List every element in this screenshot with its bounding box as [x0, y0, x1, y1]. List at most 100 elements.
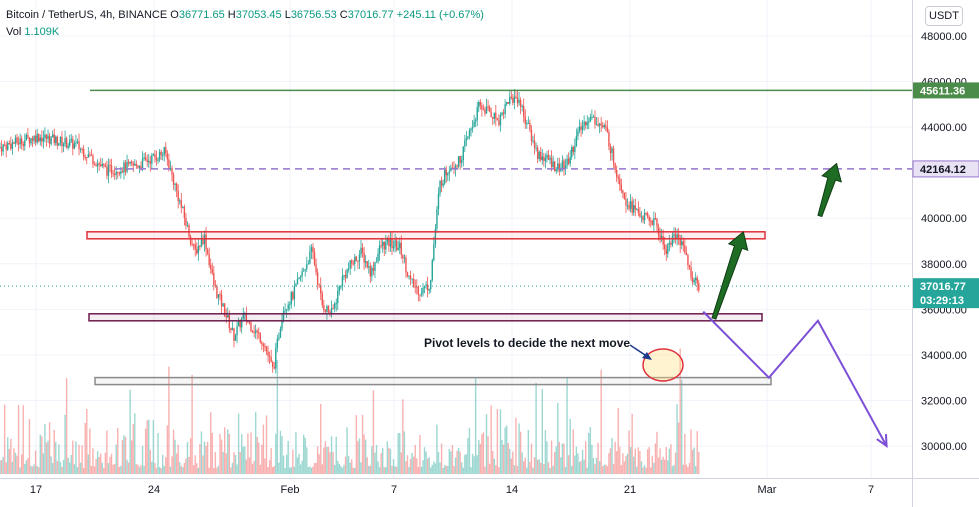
volume-bar: [383, 467, 385, 474]
candle-body: [202, 239, 204, 245]
time-tick-label: Feb: [281, 484, 300, 496]
candle-body: [456, 165, 458, 167]
volume-bar: [0, 459, 3, 474]
volume-bar: [619, 446, 621, 474]
volume-bar: [533, 457, 536, 474]
volume-bar: [447, 465, 449, 474]
candle-body: [115, 171, 117, 175]
volume-bar: [154, 463, 156, 474]
candle-body: [253, 332, 255, 334]
candle-body: [382, 241, 384, 246]
candle-body: [346, 269, 348, 278]
volume-bar: [474, 377, 477, 474]
candle-body: [276, 338, 279, 348]
volume-bar: [625, 456, 627, 474]
time-tick-label: 17: [30, 484, 42, 496]
volume-bar: [380, 453, 382, 474]
candle-body: [667, 244, 669, 254]
volume-bar: [174, 439, 176, 474]
candle-body: [569, 157, 571, 164]
candle-body: [440, 180, 443, 186]
volume-bar: [216, 467, 218, 474]
candle-body: [306, 264, 308, 270]
volume-bar: [225, 453, 227, 474]
candle-body: [698, 283, 700, 291]
candle-body: [428, 289, 430, 291]
volume-bar: [248, 457, 251, 474]
volume-bar: [210, 412, 212, 474]
candle-body: [10, 143, 12, 149]
candle-body: [242, 313, 244, 319]
candle-body: [134, 163, 136, 166]
candle-body: [572, 147, 574, 153]
volume-bar: [306, 447, 308, 474]
volume-bar: [202, 455, 204, 474]
candle-body: [340, 286, 342, 288]
volume-bar: [546, 441, 548, 474]
volume-bar: [665, 447, 667, 474]
volume-bar: [242, 446, 244, 474]
volume-bar: [158, 466, 161, 474]
volume-bar: [656, 431, 658, 474]
volume-bar: [566, 377, 568, 474]
currency-button[interactable]: USDT: [925, 6, 963, 26]
volume-bar: [87, 454, 90, 474]
candle-body: [293, 286, 296, 300]
candle-body: [228, 315, 231, 329]
price-tick-label: 38000.00: [921, 259, 967, 271]
volume-bar: [247, 433, 249, 474]
volume-bar: [443, 465, 446, 474]
candle-body: [447, 173, 449, 176]
volume-bar: [688, 462, 691, 474]
volume-bar: [612, 463, 615, 474]
candle-body: [144, 157, 147, 160]
volume-bar: [440, 443, 443, 474]
volume-bar: [461, 462, 463, 474]
volume-bar: [324, 441, 327, 474]
time-axis[interactable]: 17 24 Feb 7 14 21 Mar 7: [0, 478, 979, 497]
volume-bar: [17, 405, 20, 474]
volume-bar: [206, 441, 209, 474]
bullish-arrow: [817, 162, 842, 218]
volume-bar: [454, 457, 457, 474]
candle-body: [385, 241, 387, 250]
candle-body: [0, 147, 1, 149]
volume-bar: [371, 446, 373, 474]
volume-bar: [113, 463, 116, 474]
candle-body: [131, 161, 133, 164]
candle-body: [30, 138, 32, 144]
candle-body: [691, 277, 694, 283]
candle-body: [619, 178, 621, 185]
candle-body: [448, 171, 451, 174]
price-tick-label: 48000.00: [921, 31, 967, 43]
volume-bar: [141, 445, 144, 474]
candle-body: [526, 123, 528, 125]
volume-bar: [327, 446, 330, 474]
price-tick-label: 34000.00: [921, 350, 967, 362]
volume-bar: [394, 466, 396, 474]
candle-body: [561, 160, 564, 168]
volume-bar: [439, 462, 441, 474]
volume-bar: [529, 461, 531, 474]
candle-body: [515, 96, 517, 98]
volume-bar: [48, 422, 51, 474]
volume-bar: [690, 429, 692, 474]
candle-body: [578, 126, 581, 131]
volume-bar: [70, 454, 72, 474]
candle-body: [629, 201, 632, 209]
volume-bar: [670, 444, 672, 474]
volume-bar: [471, 453, 474, 474]
candle-body: [287, 304, 289, 310]
candle-body: [323, 305, 325, 311]
candle-body: [14, 137, 17, 144]
volume-bar: [395, 466, 398, 474]
candle-body: [188, 225, 190, 237]
low-label: L: [284, 9, 291, 21]
volume-bar: [378, 467, 381, 474]
volume-bar: [179, 462, 181, 474]
candle-body: [510, 96, 513, 98]
volume-bar: [540, 462, 542, 474]
price-axis[interactable]: 48000.0046000.0044000.0040000.0038000.00…: [912, 0, 979, 507]
volume-bar: [152, 420, 155, 474]
